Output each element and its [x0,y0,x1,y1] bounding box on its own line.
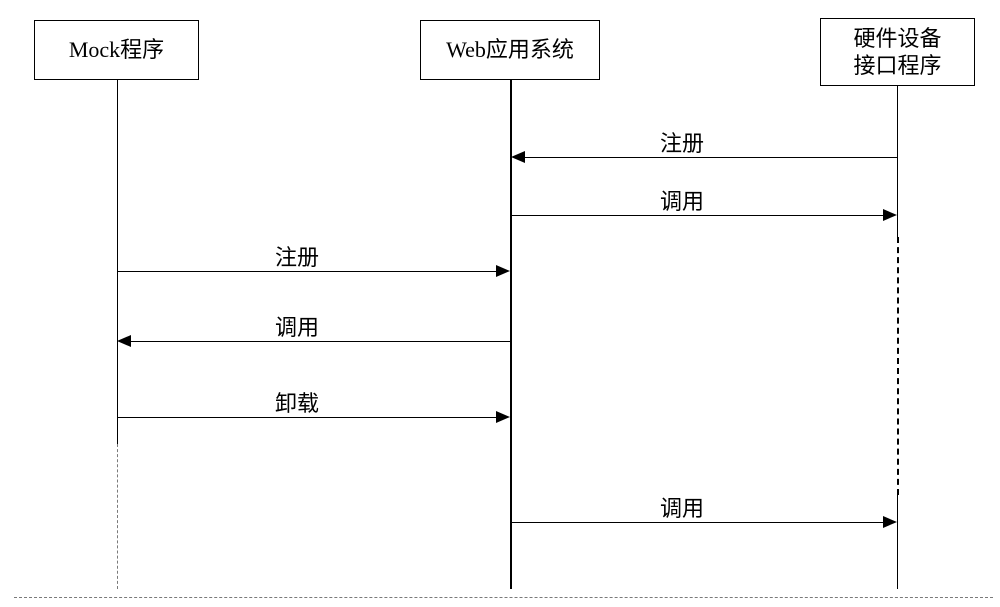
arrow-left-icon [117,335,131,347]
arrow-left-icon [511,151,525,163]
participant-mock-label: Mock程序 [69,36,164,64]
lifeline-hw-top [897,86,898,237]
participant-web: Web应用系统 [420,20,600,80]
arrow-right-icon [883,209,897,221]
lifeline-mock-solid [117,80,118,444]
participant-mock: Mock程序 [34,20,199,80]
participant-web-label: Web应用系统 [446,36,574,64]
sequence-diagram: Mock程序 Web应用系统 硬件设备 接口程序 注册 调用 注册 调用 [0,0,1000,607]
bottom-rule [14,597,993,598]
arrow-right-icon [496,411,510,423]
arrow-right-icon [496,265,510,277]
lifeline-hw-dashed [897,237,899,495]
message-register-mock-to-web-label: 注册 [275,240,319,272]
participant-hardware-label: 硬件设备 接口程序 [853,25,941,80]
lifeline-mock-dashed [117,444,118,589]
message-register-hw-to-web-label: 注册 [660,126,704,158]
participant-hardware: 硬件设备 接口程序 [820,18,975,86]
message-call-web-to-mock-label: 调用 [275,310,319,342]
message-call-web-to-hw-2-label: 调用 [660,491,704,523]
message-unload-mock-to-web-label: 卸载 [275,386,319,418]
lifeline-hw-bottom [897,495,898,589]
message-call-web-to-hw-1-label: 调用 [660,184,704,216]
arrow-right-icon [883,516,897,528]
